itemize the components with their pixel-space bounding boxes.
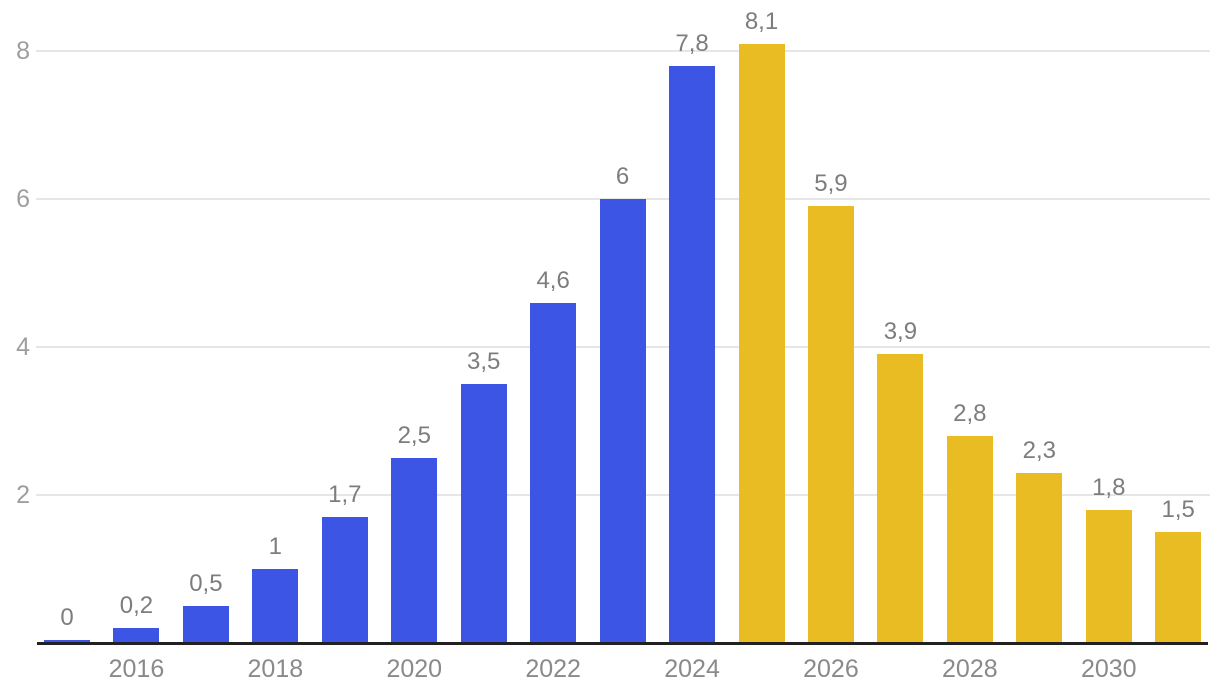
bar (391, 458, 437, 643)
bar (947, 436, 993, 643)
y-tick-label: 8 (16, 37, 30, 65)
bar (808, 206, 854, 643)
bar (877, 354, 923, 643)
bar-value-label: 1,5 (1161, 496, 1195, 523)
bar (461, 384, 507, 643)
bar (1086, 510, 1132, 643)
bar-value-label: 0 (60, 604, 74, 631)
bar (530, 303, 576, 643)
bar (1016, 473, 1062, 643)
x-tick-label: 2024 (664, 655, 720, 683)
bar-value-label: 4,6 (536, 267, 570, 294)
bar-value-label: 2,3 (1022, 437, 1056, 464)
bar (252, 569, 298, 643)
bar-value-label: 1,7 (328, 481, 362, 508)
bar (669, 66, 715, 643)
bar (600, 199, 646, 643)
x-tick-label: 2018 (247, 655, 304, 683)
bar-value-label: 2,5 (397, 422, 431, 449)
bar (113, 628, 159, 643)
bar-value-label: 0,2 (119, 592, 154, 619)
bar-value-label: 7,8 (675, 30, 709, 57)
x-tick-label: 2020 (386, 655, 443, 683)
bar (183, 606, 229, 643)
y-tick-label: 4 (16, 333, 30, 361)
x-tick-label: 2030 (1080, 655, 1137, 683)
bar-value-label: 3,5 (467, 348, 501, 375)
x-tick-label: 2016 (108, 655, 165, 683)
bar-value-label: 1,8 (1092, 474, 1126, 501)
gridline (36, 50, 1210, 52)
x-tick-label: 2026 (803, 655, 859, 683)
x-axis-line (37, 642, 1208, 645)
bar (1155, 532, 1201, 643)
bar-value-label: 0,5 (189, 570, 223, 597)
bar-value-label: 5,9 (814, 170, 848, 197)
bar-value-label: 1 (268, 533, 283, 560)
bar-value-label: 2,8 (953, 400, 987, 427)
bar-value-label: 3,9 (883, 318, 918, 345)
bar-value-label: 6 (615, 163, 630, 190)
bar-value-label: 8,1 (744, 8, 779, 35)
bar (44, 640, 90, 643)
x-tick-label: 2022 (525, 655, 581, 683)
x-tick-label: 2028 (942, 655, 998, 683)
bar (739, 44, 785, 643)
bar (322, 517, 368, 643)
y-tick-label: 2 (16, 481, 30, 509)
y-tick-label: 6 (16, 185, 30, 213)
